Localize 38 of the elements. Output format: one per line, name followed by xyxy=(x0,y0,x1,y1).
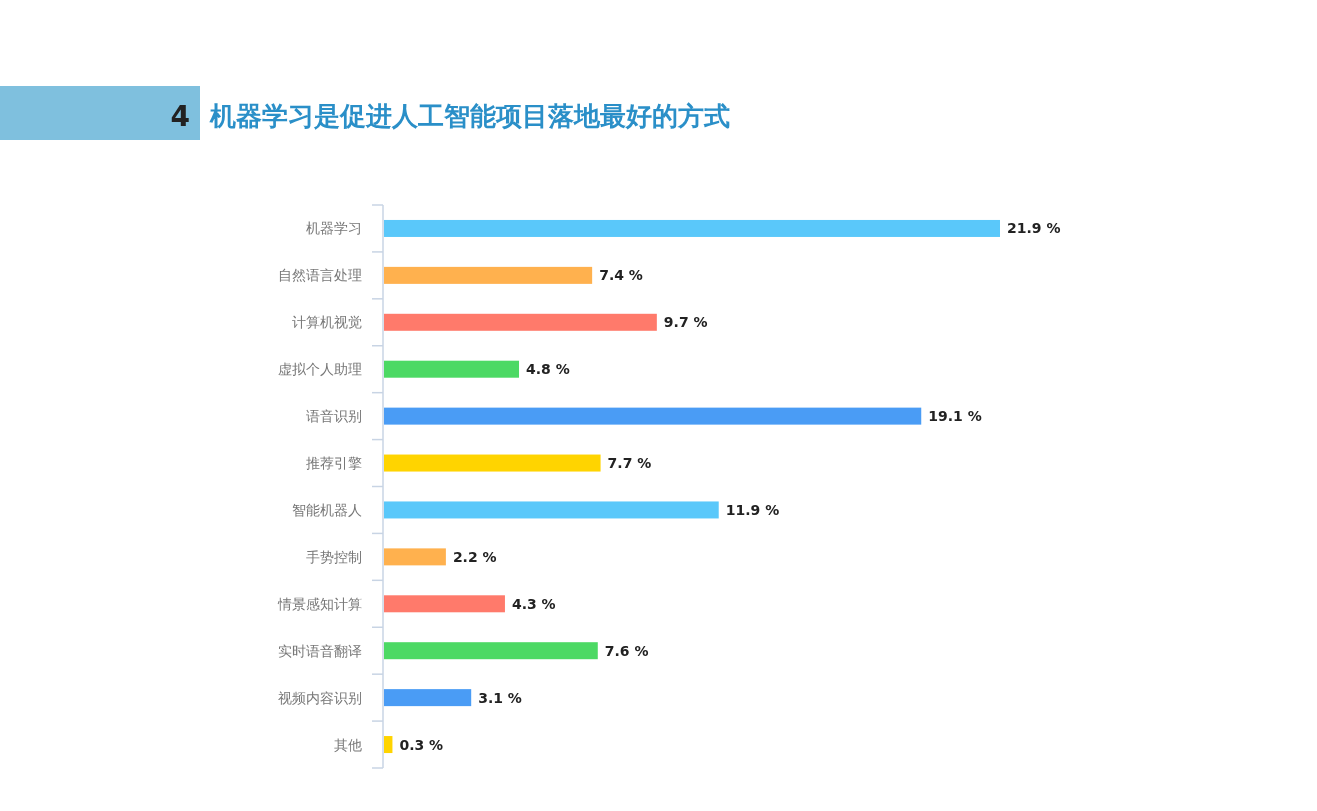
bar xyxy=(384,407,922,425)
y-tick-label: 推荐引擎 xyxy=(306,455,362,472)
data-label: 21.9 % xyxy=(1007,220,1061,237)
bar xyxy=(384,736,393,754)
data-label: 9.7 % xyxy=(663,314,708,331)
chart-title: 机器学习是促进人工智能项目落地最好的方式 xyxy=(209,101,730,131)
data-label: 19.1 % xyxy=(928,408,982,425)
y-tick-label: 手势控制 xyxy=(306,548,362,565)
y-tick-label: 虚拟个人助理 xyxy=(278,361,362,378)
data-label: 2.2 % xyxy=(452,548,497,565)
y-tick-label: 其他 xyxy=(334,736,362,753)
data-label: 7.4 % xyxy=(599,267,643,284)
data-label: 4.8 % xyxy=(526,361,570,378)
data-label: 11.9 % xyxy=(725,501,780,518)
bar xyxy=(384,642,598,660)
data-label: 3.1 % xyxy=(478,689,522,706)
y-tick-label: 机器学习 xyxy=(306,220,362,237)
y-tick-label: 视频内容识别 xyxy=(278,689,362,706)
bar xyxy=(384,501,719,519)
data-label: 0.3 % xyxy=(399,736,444,753)
y-tick-label: 情景感知计算 xyxy=(277,595,362,612)
y-tick-label: 自然语言处理 xyxy=(278,267,362,284)
y-tick-label: 计算机视觉 xyxy=(292,314,362,331)
bar xyxy=(384,313,657,331)
bar xyxy=(384,454,601,472)
bar xyxy=(384,219,1000,237)
bar xyxy=(384,595,505,613)
bar xyxy=(384,689,472,707)
text: 4 xyxy=(170,100,190,133)
data-label: 7.7 % xyxy=(607,455,652,472)
y-tick-label: 语音识别 xyxy=(306,408,362,425)
y-tick-label: 智能机器人 xyxy=(292,501,362,518)
bar xyxy=(384,548,446,566)
data-label: 4.3 % xyxy=(511,595,556,612)
bar xyxy=(384,360,520,378)
y-tick-label: 实时语音翻译 xyxy=(278,642,362,659)
bar xyxy=(384,266,593,284)
data-label: 7.6 % xyxy=(604,642,649,659)
